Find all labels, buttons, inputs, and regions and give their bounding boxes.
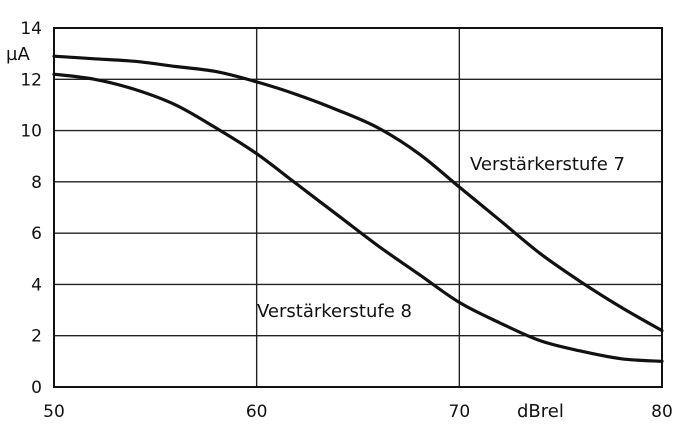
grid: [53, 27, 663, 388]
x-axis-unit: dBrel: [517, 401, 564, 422]
curves: [52, 54, 664, 363]
plot-frame: [53, 27, 663, 388]
y-tick-label-2: 2: [31, 327, 42, 347]
x-tick-label-70: 70: [449, 402, 471, 422]
y-tick-label-8: 8: [31, 173, 42, 193]
series-line-verstaerkerstufe-8: [52, 72, 664, 363]
y-tick-label-14: 14: [20, 19, 42, 39]
y-tick-label-10: 10: [20, 122, 42, 142]
y-tick-label-0: 0: [31, 378, 42, 398]
x-tick-label-60: 60: [246, 402, 268, 422]
series-line-verstaerkerstufe-7: [52, 54, 664, 333]
x-tick-label-50: 50: [43, 402, 65, 422]
x-tick-label-80: 80: [651, 402, 673, 422]
y-axis-unit: µA: [6, 44, 30, 65]
tick-labels: 0 2 4 6 8 10 12 14 50 60 70 80: [20, 19, 672, 422]
y-tick-label-12: 12: [20, 70, 42, 90]
series-label-verstaerkerstufe-7: Verstärkerstufe 7: [470, 154, 625, 175]
series-label-verstaerkerstufe-8: Verstärkerstufe 8: [257, 301, 412, 322]
y-tick-label-6: 6: [31, 224, 42, 244]
y-tick-label-4: 4: [31, 275, 42, 295]
